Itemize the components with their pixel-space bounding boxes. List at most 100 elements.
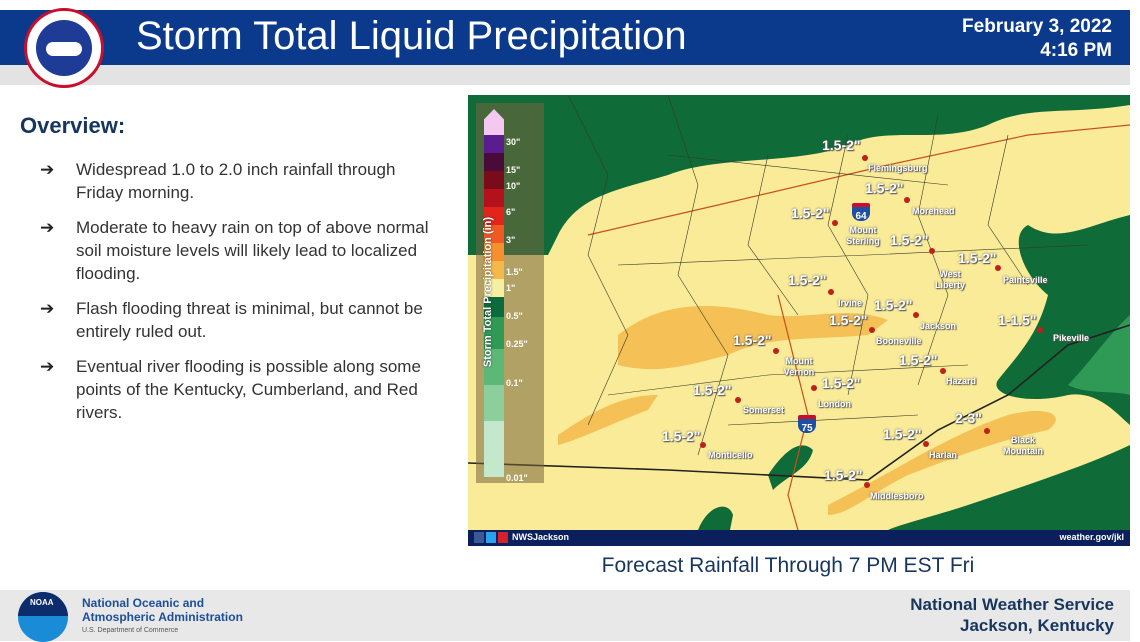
city-name: Flemingsburg	[868, 163, 928, 173]
legend-swatch	[484, 135, 504, 153]
green-area-northwest	[468, 95, 1130, 255]
bullet-item: ➔ Moderate to heavy rain on top of above …	[40, 218, 429, 283]
legend-tick: 15"	[506, 165, 521, 175]
city-dot	[862, 155, 868, 161]
rain-amount: 1.5-2"	[890, 232, 929, 248]
date: February 3, 2022	[962, 16, 1112, 37]
green-patch-southwest	[698, 506, 733, 530]
website-link[interactable]: weather.gov/jkl	[1059, 532, 1124, 542]
green-area-southeast	[888, 445, 1130, 530]
city-name: Jackson	[920, 321, 957, 331]
rain-amount: 1.5-2"	[865, 180, 904, 196]
nws-logo	[24, 8, 104, 88]
arrow-right-icon: ➔	[40, 160, 55, 179]
city-dot	[735, 397, 741, 403]
legend-tick: 0.01"	[506, 473, 528, 483]
city-dot	[995, 265, 1001, 271]
legend-tick: 30"	[506, 137, 521, 147]
county-lines	[567, 95, 1089, 456]
city-name: Paintsville	[1003, 275, 1048, 285]
legend-tick: 6"	[506, 207, 516, 217]
city-dot	[864, 482, 870, 488]
rain-amount: 1.5-2"	[899, 352, 938, 368]
city-name: Monticello	[708, 450, 753, 460]
map-legend: Storm Total Precipitation (in) 30" 15" 1…	[476, 103, 544, 483]
interstate-64-shield: 64	[852, 203, 870, 222]
legend-swatch	[484, 279, 504, 297]
orange-band-southeast	[828, 410, 1056, 515]
precipitation-map: Storm Total Precipitation (in) 30" 15" 1…	[468, 95, 1130, 530]
city-name: Irvine	[838, 298, 863, 308]
nws-office: National Weather Service Jackson, Kentuck…	[910, 595, 1114, 635]
city-dot	[832, 220, 838, 226]
city-dot	[923, 441, 929, 447]
city-name: Mount Vernon	[783, 356, 815, 377]
youtube-icon[interactable]	[498, 532, 508, 543]
header-strip	[0, 65, 1130, 85]
page-title: Storm Total Liquid Precipitation	[136, 14, 687, 58]
map-shading	[468, 95, 1130, 530]
rain-amount: 1.5-2"	[693, 382, 732, 398]
noaa-department: U.S. Department of Commerce	[82, 627, 179, 634]
legend-tick: 1.5"	[506, 267, 523, 277]
rain-amount: 2-3"	[955, 410, 982, 426]
city-name: Morehead	[912, 206, 955, 216]
city-dot	[913, 312, 919, 318]
orange-band-central	[618, 306, 888, 370]
map-footer-bar: NWSJackson weather.gov/jkl	[468, 530, 1130, 546]
rain-amount: 1.5-2"	[791, 205, 830, 221]
bullet-item: ➔ Flash flooding threat is minimal, but c…	[40, 299, 423, 341]
legend-tick: 3"	[506, 235, 516, 245]
rain-amount: 1.5-2"	[958, 250, 997, 266]
noaa-logo: NOAA	[18, 592, 68, 642]
legend-swatch	[484, 349, 504, 385]
rain-amount: 1.5-2"	[822, 375, 861, 391]
arrow-right-icon: ➔	[40, 218, 55, 237]
green-patch-south	[768, 445, 813, 490]
overview-heading: Overview:	[20, 113, 126, 138]
city-name: Mount Sterling	[846, 225, 880, 246]
social-handle[interactable]: NWSJackson	[512, 532, 570, 542]
overview-bullets: ➔ Widespread 1.0 to 2.0 inch rainfall thr…	[40, 158, 430, 436]
city-name: London	[818, 399, 851, 409]
city-dot	[984, 428, 990, 434]
legend-swatch	[484, 317, 504, 349]
city-dot	[773, 348, 779, 354]
noaa-name: National Oceanic and Atmospheric Administ…	[82, 596, 243, 624]
rain-amount: 1.5-2"	[822, 137, 861, 153]
rain-amount: 1.5-2"	[733, 332, 772, 348]
city-name: Harlan	[929, 450, 958, 460]
rain-amount: 1.5-2"	[824, 467, 863, 483]
legend-tick: 0.5"	[506, 311, 523, 321]
rain-amount: 1.5-2"	[662, 428, 701, 444]
legend-tick: 1"	[506, 283, 516, 293]
legend-swatch	[484, 171, 504, 189]
legend-title: Storm Total Precipitation (in)	[482, 216, 494, 368]
facebook-icon[interactable]	[474, 532, 484, 543]
city-name: Booneville	[876, 336, 922, 346]
footer-bar	[0, 590, 1130, 641]
rain-amount: 1.5-2"	[829, 312, 868, 328]
city-dot	[811, 385, 817, 391]
time: 4:16 PM	[1040, 40, 1112, 61]
legend-tick: 10"	[506, 181, 521, 191]
city-name: Middlesboro	[870, 491, 924, 501]
legend-swatch	[484, 225, 504, 243]
city-dot	[869, 327, 875, 333]
arrow-right-icon: ➔	[40, 299, 55, 318]
legend-tick: 0.25"	[506, 339, 528, 349]
legend-tick: 0.1"	[506, 378, 523, 388]
legend-swatch	[484, 109, 504, 135]
legend-swatch	[484, 243, 504, 261]
twitter-icon[interactable]	[486, 532, 496, 543]
header-bar	[0, 10, 1130, 65]
rain-amount: 1.5-2"	[874, 297, 913, 313]
city-dot	[700, 442, 706, 448]
rain-amount: 1-1.5"	[998, 312, 1037, 328]
city-name: Somerset	[743, 405, 785, 415]
arrow-right-icon: ➔	[40, 357, 55, 376]
city-dot	[929, 248, 935, 254]
legend-swatch	[484, 207, 504, 225]
city-dot	[940, 368, 946, 374]
legend-swatch	[484, 189, 504, 207]
